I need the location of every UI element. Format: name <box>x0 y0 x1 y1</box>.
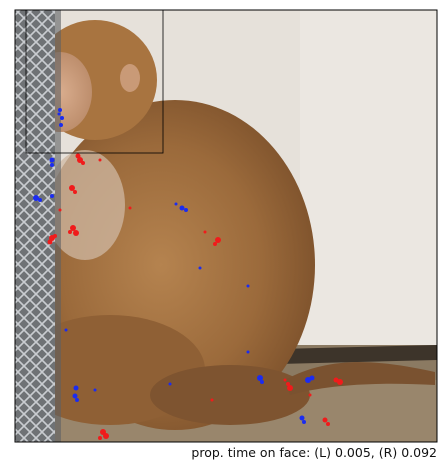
right-fixations <box>47 153 343 440</box>
face-time-caption: prop. time on face: (L) 0.005, (R) 0.092 <box>191 445 437 460</box>
chain-link-fence <box>15 10 55 442</box>
caption-prefix: prop. time on face: <box>191 445 311 460</box>
left-fixations <box>33 108 315 424</box>
monkey-tail <box>285 362 435 395</box>
face-roi-box <box>25 10 164 154</box>
caption-right-value: 0.092 <box>401 445 437 460</box>
caption-left-value: 0.005 <box>335 445 371 460</box>
photo <box>15 10 437 442</box>
caption-right-label: (R) <box>378 445 398 460</box>
caption-left-label: (L) <box>314 445 332 460</box>
axes-frame <box>14 9 438 443</box>
